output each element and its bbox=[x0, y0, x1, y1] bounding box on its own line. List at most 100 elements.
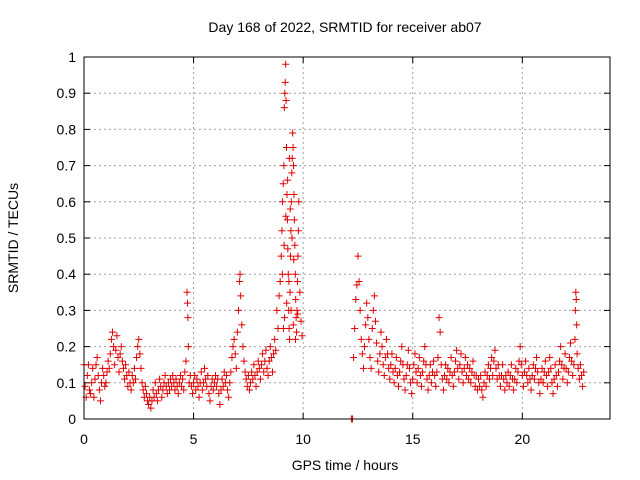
data-point bbox=[179, 375, 187, 383]
data-point bbox=[511, 375, 519, 383]
data-point bbox=[500, 375, 508, 383]
data-point bbox=[558, 361, 566, 369]
data-point bbox=[449, 382, 457, 390]
data-point bbox=[541, 357, 549, 365]
data-point bbox=[478, 386, 486, 394]
data-point bbox=[373, 339, 381, 347]
data-point bbox=[111, 361, 119, 369]
data-point bbox=[267, 353, 275, 361]
data-point bbox=[262, 346, 270, 354]
y-tick-label: 0.5 bbox=[57, 230, 77, 246]
data-point bbox=[468, 368, 476, 376]
data-point bbox=[237, 292, 245, 300]
data-point bbox=[427, 379, 435, 387]
data-point bbox=[536, 390, 544, 398]
data-point bbox=[117, 343, 125, 351]
data-point bbox=[181, 368, 189, 376]
data-point bbox=[260, 368, 268, 376]
data-point bbox=[493, 375, 501, 383]
data-point bbox=[151, 379, 159, 387]
data-point bbox=[365, 335, 373, 343]
data-point bbox=[284, 245, 292, 253]
data-point bbox=[439, 386, 447, 394]
data-point bbox=[443, 375, 451, 383]
data-point bbox=[430, 357, 438, 365]
data-point bbox=[175, 379, 183, 387]
data-point bbox=[537, 375, 545, 383]
data-point bbox=[512, 364, 520, 372]
data-point bbox=[395, 382, 403, 390]
data-point bbox=[476, 382, 484, 390]
x-tick-label: 15 bbox=[405, 431, 421, 447]
data-point bbox=[239, 343, 247, 351]
data-point bbox=[578, 372, 586, 380]
data-point bbox=[218, 375, 226, 383]
plot-frame bbox=[83, 56, 611, 420]
data-point bbox=[195, 393, 203, 401]
data-point bbox=[291, 335, 299, 343]
data-point bbox=[546, 353, 554, 361]
data-point bbox=[516, 343, 524, 351]
data-point bbox=[567, 339, 575, 347]
data-point bbox=[191, 372, 199, 380]
data-point bbox=[287, 198, 295, 206]
data-point bbox=[545, 368, 553, 376]
data-point bbox=[99, 364, 107, 372]
data-point bbox=[366, 353, 374, 361]
data-point bbox=[374, 357, 382, 365]
data-point bbox=[547, 364, 555, 372]
data-point bbox=[489, 372, 497, 380]
data-point bbox=[435, 314, 443, 322]
data-point bbox=[556, 357, 564, 365]
data-point bbox=[377, 328, 385, 336]
data-point bbox=[294, 227, 302, 235]
data-point bbox=[484, 361, 492, 369]
data-point bbox=[455, 375, 463, 383]
data-point bbox=[216, 401, 224, 409]
data-point bbox=[418, 382, 426, 390]
data-point bbox=[290, 216, 298, 224]
data-point bbox=[241, 368, 249, 376]
data-points bbox=[80, 60, 588, 423]
data-point bbox=[108, 328, 116, 336]
data-point bbox=[294, 310, 302, 318]
data-point bbox=[551, 361, 559, 369]
data-point bbox=[249, 375, 257, 383]
data-point bbox=[194, 382, 202, 390]
data-point bbox=[284, 176, 292, 184]
data-point bbox=[370, 292, 378, 300]
data-point bbox=[572, 296, 580, 304]
data-point bbox=[431, 372, 439, 380]
data-point bbox=[549, 390, 557, 398]
data-point bbox=[515, 357, 523, 365]
data-point bbox=[391, 364, 399, 372]
data-point bbox=[219, 382, 227, 390]
data-point bbox=[197, 368, 205, 376]
data-point bbox=[279, 198, 287, 206]
data-point bbox=[457, 350, 465, 358]
data-point bbox=[152, 390, 160, 398]
data-point bbox=[389, 368, 397, 376]
data-point bbox=[380, 372, 388, 380]
data-point bbox=[92, 361, 100, 369]
data-point bbox=[172, 375, 180, 383]
data-point bbox=[459, 379, 467, 387]
data-point bbox=[352, 296, 360, 304]
data-point bbox=[287, 227, 295, 235]
data-point bbox=[163, 390, 171, 398]
data-point bbox=[201, 364, 209, 372]
data-point bbox=[258, 361, 266, 369]
data-point bbox=[531, 364, 539, 372]
data-point bbox=[178, 382, 186, 390]
data-point bbox=[521, 368, 529, 376]
data-point bbox=[289, 129, 297, 137]
data-point bbox=[184, 343, 192, 351]
data-point bbox=[132, 375, 140, 383]
data-point bbox=[206, 397, 214, 405]
data-point bbox=[496, 382, 504, 390]
data-point bbox=[90, 393, 98, 401]
data-point bbox=[283, 144, 291, 151]
data-point bbox=[479, 393, 487, 401]
data-point bbox=[125, 368, 133, 376]
data-point bbox=[95, 386, 103, 394]
